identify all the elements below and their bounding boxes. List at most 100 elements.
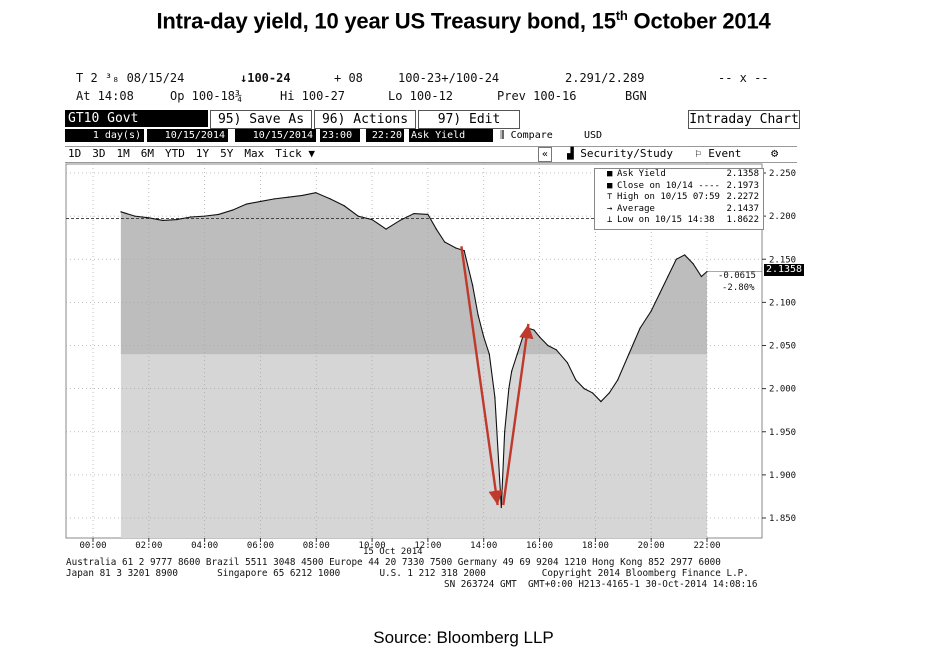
data-point xyxy=(547,344,549,347)
x-tick-label: 00:00 xyxy=(79,541,106,551)
actions-button[interactable]: 96) Actions xyxy=(314,110,416,129)
save-as-button[interactable]: 95) Save As xyxy=(210,110,312,129)
data-point xyxy=(583,388,585,390)
range-ytd-button[interactable]: YTD xyxy=(165,147,185,160)
legend-value: 1.8622 xyxy=(726,215,759,225)
compare-icon: ⫼ xyxy=(500,130,511,141)
compare-toggle[interactable]: ⫼ Compare xyxy=(500,130,553,141)
source-note: Source: Bloomberg LLP xyxy=(373,628,554,647)
x-tick-label: 10:00 xyxy=(359,541,386,551)
x-tick-label: 02:00 xyxy=(135,541,162,551)
data-point xyxy=(508,388,510,390)
range-buttons: 1D 3D 1M 6M YTD 1Y 5Y Max Tick ▼ xyxy=(68,147,315,161)
last-change-pct: -2.80% xyxy=(722,283,755,293)
to-date-field[interactable]: 10/15/2014 xyxy=(235,129,316,142)
header-prev: Prev 100-16 xyxy=(497,89,577,103)
chart-title: Intra-day yield, 10 year US Treasury bon… xyxy=(156,8,771,34)
legend-marker-icon: ■ xyxy=(607,180,613,191)
data-point xyxy=(566,362,569,364)
range-1y-button[interactable]: 1Y xyxy=(195,147,210,160)
x-tick-label: 22:00 xyxy=(693,541,720,551)
data-point xyxy=(259,200,262,203)
x-tick-label: 16:00 xyxy=(526,541,553,551)
legend-label: Average xyxy=(617,203,655,214)
field-select[interactable]: Ask Yield xyxy=(409,129,493,142)
legend-marker-icon: ⊥ xyxy=(607,215,613,225)
header-at-time: At 14:08 xyxy=(76,89,134,103)
x-tick-label: 14:00 xyxy=(470,541,497,551)
legend-label: High on 10/15 07:59 xyxy=(617,192,720,202)
data-point xyxy=(516,353,518,355)
range-6m-button[interactable]: 6M xyxy=(140,147,154,160)
from-time-field[interactable]: 23:00 xyxy=(320,129,360,142)
annotation-arrow xyxy=(502,323,534,506)
ticker-field[interactable]: GT10 Govt xyxy=(65,110,208,127)
legend-marker-icon: ⊤ xyxy=(607,192,613,202)
event-icon: ⚐ xyxy=(695,147,709,160)
data-point xyxy=(511,370,513,372)
range-1d-button[interactable]: 1D xyxy=(68,147,82,160)
range-tick-button[interactable]: Tick ▼ xyxy=(275,147,315,160)
x-tick-label: 08:00 xyxy=(303,541,330,551)
range-3d-button[interactable]: 3D xyxy=(92,147,106,160)
header-last-price: ↓100-24 xyxy=(240,71,291,85)
series-area-upper xyxy=(120,192,707,355)
legend-row: ⊤ High on 10/15 07:59 2.2272 xyxy=(595,192,763,204)
intraday-chart-button[interactable]: Intraday Chart xyxy=(688,110,800,129)
y-tick-label: 2.100 xyxy=(769,298,796,308)
x-tick-label: 04:00 xyxy=(191,541,218,551)
range-max-button[interactable]: Max xyxy=(244,147,265,160)
data-point xyxy=(463,250,465,252)
data-point xyxy=(533,329,535,331)
data-point xyxy=(427,213,429,215)
data-point xyxy=(385,228,387,230)
data-point xyxy=(575,379,577,381)
to-time-field[interactable]: 22:20 xyxy=(366,129,404,142)
range-toolbar xyxy=(65,146,797,163)
chart-study-icon: ▟ xyxy=(567,147,581,160)
header-high: Hi 100-27 xyxy=(280,89,346,103)
data-point xyxy=(617,379,619,381)
y-tick-label: 1.900 xyxy=(769,471,796,481)
data-point xyxy=(628,353,630,355)
data-point xyxy=(504,431,506,433)
y-tick-label: 1.950 xyxy=(769,428,796,438)
data-point xyxy=(273,198,276,200)
data-point xyxy=(357,215,359,217)
y-tick-label: 2.050 xyxy=(769,342,796,352)
data-point xyxy=(555,349,557,351)
event-button[interactable]: ⚐ Event xyxy=(695,147,742,160)
x-tick-label: 18:00 xyxy=(582,541,609,551)
legend-value: 2.1358 xyxy=(726,169,759,179)
data-point xyxy=(483,336,485,338)
days-field[interactable]: 1 day(s) xyxy=(65,129,144,142)
data-point xyxy=(538,336,541,338)
last-value-tag: 2.1358 xyxy=(764,264,804,276)
data-point xyxy=(650,310,652,312)
settings-gear-icon[interactable]: ⚙ xyxy=(771,146,779,160)
chart-legend: ■ Ask Yield 2.1358 ■ Close on 10/14 ---- 2.19… xyxy=(594,168,764,230)
data-point xyxy=(176,218,178,221)
edit-button[interactable]: 97) Edit xyxy=(418,110,520,129)
data-point xyxy=(488,353,490,355)
header-bid-ask: 100-23+/100-24 xyxy=(398,71,500,85)
y-tick-label: 2.000 xyxy=(769,385,796,395)
data-point xyxy=(217,213,220,215)
legend-label: Close on 10/14 ---- xyxy=(617,180,720,191)
data-point xyxy=(608,392,610,394)
data-point xyxy=(455,247,457,249)
legend-value: 2.1973 xyxy=(726,180,759,191)
footer-phones: Australia 61 2 9777 8600 Brazil 5511 304… xyxy=(66,557,721,568)
range-1m-button[interactable]: 1M xyxy=(116,147,130,160)
footer-terminal-id: SN 263724 GMT GMT+0:00 H213-4165-1 30-Oc… xyxy=(444,579,758,590)
currency-label: USD xyxy=(584,130,603,141)
collapse-button[interactable]: « xyxy=(538,147,552,162)
from-date-field[interactable]: 10/15/2014 xyxy=(147,129,228,142)
data-point xyxy=(700,275,703,278)
legend-row: ⊥ Low on 10/15 14:38 1.8622 xyxy=(595,215,763,227)
range-5y-button[interactable]: 5Y xyxy=(220,147,234,160)
security-study-button[interactable]: ▟ Security/Study xyxy=(567,147,673,160)
data-point xyxy=(343,205,345,207)
data-point xyxy=(435,228,437,230)
data-point xyxy=(190,216,192,218)
